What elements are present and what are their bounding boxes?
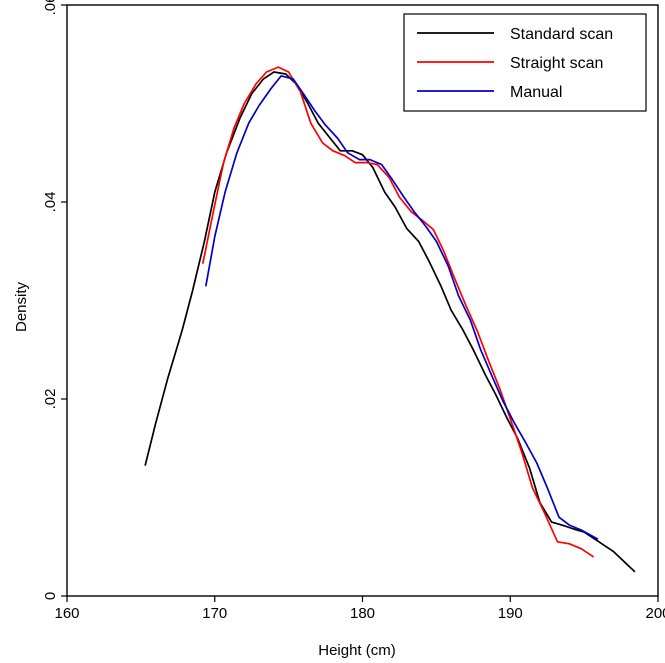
legend-label-1: Straight scan (510, 55, 603, 72)
y-tick-label: .04 (42, 192, 59, 213)
x-tick-label: 170 (202, 605, 227, 622)
x-axis-title: Height (cm) (318, 642, 396, 659)
x-tick-label: 200 (645, 605, 665, 622)
series-line-0 (144, 71, 636, 573)
series-line-1 (202, 66, 594, 558)
x-tick-label: 190 (498, 605, 523, 622)
x-tick-label: 160 (54, 605, 79, 622)
y-tick-label: .06 (42, 0, 59, 15)
series-line-2 (205, 75, 599, 540)
x-tick-label: 180 (350, 605, 375, 622)
series-layer (144, 66, 636, 573)
legend: Standard scan Straight scan Manual (403, 13, 647, 112)
y-tick-label: 0 (42, 592, 59, 600)
legend-label-2: Manual (510, 84, 562, 101)
y-tick-label: .02 (42, 389, 59, 410)
axes-layer: 160 170 180 190 200 0 .02 .04 .06 (42, 0, 665, 622)
y-axis-title: Density (13, 281, 30, 332)
legend-label-0: Standard scan (510, 26, 613, 43)
